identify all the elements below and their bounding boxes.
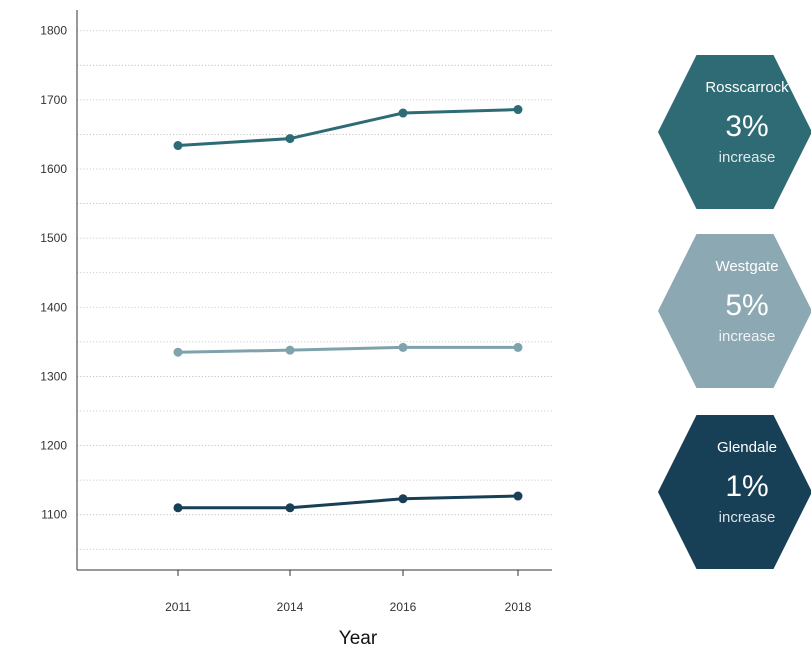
series-line [178, 494, 519, 510]
x-tick-labels: 2011 2014 2016 2018 [165, 570, 532, 614]
x-axis-title: Year [339, 628, 378, 649]
series-lines [173, 105, 523, 513]
data-point [513, 105, 523, 115]
badge-caption: increase [719, 509, 776, 526]
data-point [398, 494, 408, 504]
badge-percentage: 5% [725, 289, 768, 322]
series-line [177, 345, 518, 354]
y-tick-label: 1600 [40, 162, 67, 176]
axes [76, 10, 552, 571]
badge-name: Glendale [717, 439, 777, 456]
data-point [173, 141, 183, 151]
increase-badge: Rosscarrock 3% increase [658, 55, 811, 209]
data-point [285, 503, 295, 513]
y-tick-label: 1500 [40, 231, 67, 245]
x-tick-label: 2016 [390, 600, 417, 614]
hexagon-shape [658, 55, 811, 209]
badge-percentage: 3% [725, 110, 768, 143]
data-point [513, 342, 523, 352]
data-point [398, 342, 408, 352]
increase-badge: Glendale 1% increase [658, 415, 811, 569]
badge-caption: increase [719, 328, 776, 345]
data-point [173, 503, 183, 513]
series-line [177, 108, 519, 148]
badge-caption: increase [719, 149, 776, 166]
data-point [398, 108, 408, 118]
increase-badge: Westgate 5% increase [658, 234, 811, 388]
badge-name: Westgate [715, 258, 778, 275]
badge-name: Rosscarrock [705, 79, 789, 96]
data-point [285, 345, 295, 355]
gridlines [77, 30, 552, 550]
data-point [173, 347, 183, 357]
x-tick-label: 2014 [277, 600, 304, 614]
y-tick-label: 1300 [40, 369, 67, 383]
y-tick-label: 1800 [40, 24, 67, 38]
y-tick-label: 1400 [40, 300, 67, 314]
badge-percentage: 1% [725, 470, 768, 503]
x-tick-label: 2011 [165, 600, 191, 614]
x-tick-label: 2018 [505, 600, 532, 614]
data-point [285, 134, 295, 144]
hexagon-shape [658, 234, 811, 388]
y-tick-labels: 1100 1200 1300 1400 1500 1600 1700 1800 [40, 24, 67, 522]
increase-badges: Rosscarrock3%increaseWestgate5%increaseG… [658, 55, 811, 569]
y-tick-label: 1700 [40, 93, 67, 107]
hexagon-shape [658, 415, 811, 569]
y-tick-label: 1200 [40, 439, 67, 453]
y-tick-label: 1100 [41, 508, 67, 522]
data-point [513, 491, 523, 501]
